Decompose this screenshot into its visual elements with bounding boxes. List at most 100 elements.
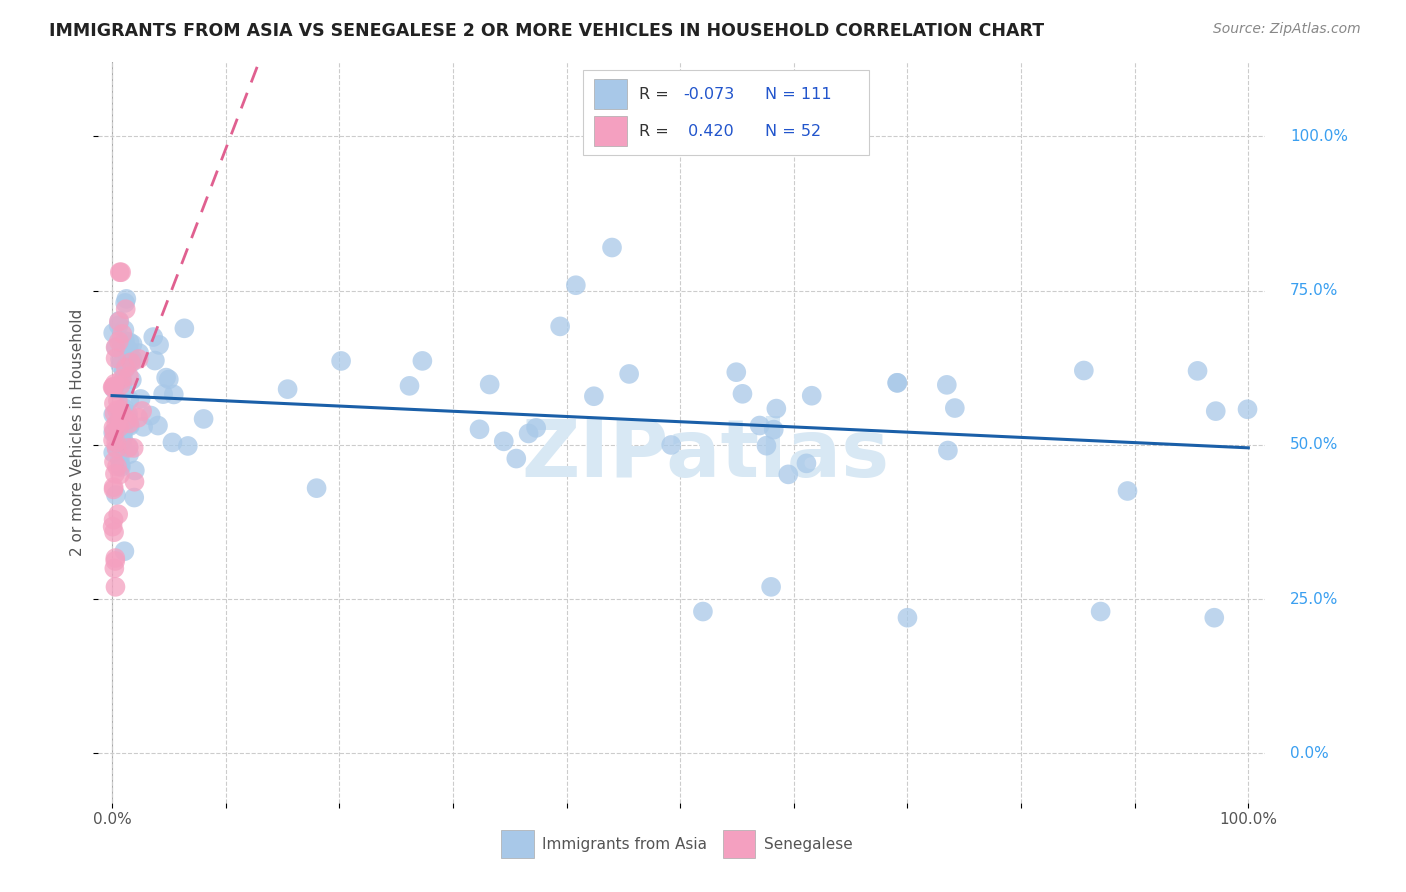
Point (108, 265, 131, 279)
Point (110, 458, 132, 472)
Point (104, 376, 127, 391)
Point (104, 554, 127, 568)
Point (157, 372, 180, 386)
Point (173, 321, 195, 335)
Point (110, 460, 132, 475)
Point (277, 382, 299, 396)
Point (122, 441, 145, 455)
Point (142, 330, 165, 344)
Y-axis label: 2 or more Vehicles in Household: 2 or more Vehicles in Household (70, 309, 86, 557)
Point (800, 389, 823, 403)
Point (162, 435, 184, 450)
Point (582, 389, 605, 403)
Point (108, 402, 131, 417)
Point (155, 370, 177, 384)
Point (112, 421, 135, 435)
Point (617, 367, 640, 381)
Point (152, 387, 174, 401)
Point (796, 456, 818, 470)
Point (118, 343, 141, 357)
Text: Senegalese: Senegalese (763, 837, 852, 852)
Point (112, 401, 135, 416)
Text: N = 52: N = 52 (765, 124, 821, 139)
Point (117, 410, 139, 425)
Point (118, 392, 141, 407)
Text: 0.0%: 0.0% (1289, 746, 1329, 761)
FancyBboxPatch shape (723, 830, 755, 858)
Text: Source: ZipAtlas.com: Source: ZipAtlas.com (1213, 22, 1361, 37)
Point (112, 323, 135, 337)
Point (748, 418, 770, 433)
Point (115, 412, 138, 426)
Text: ZIPatlas: ZIPatlas (522, 416, 890, 494)
Point (104, 580, 127, 594)
Point (330, 354, 353, 368)
Point (943, 401, 966, 415)
Text: 0.420: 0.420 (683, 124, 734, 139)
Point (103, 406, 125, 420)
Point (104, 351, 127, 366)
Point (1204, 611, 1226, 625)
Point (139, 409, 162, 423)
Point (101, 434, 124, 448)
FancyBboxPatch shape (582, 70, 869, 155)
Point (762, 423, 785, 437)
Point (755, 439, 778, 453)
Point (103, 446, 125, 460)
Text: 25.0%: 25.0% (1289, 591, 1339, 607)
Point (517, 426, 540, 441)
Point (105, 435, 128, 450)
Point (103, 396, 125, 410)
Point (659, 438, 682, 452)
Point (565, 278, 588, 293)
Point (111, 407, 134, 421)
Point (112, 363, 135, 377)
Point (105, 341, 128, 355)
Point (103, 380, 125, 394)
Point (725, 365, 748, 379)
Point (103, 513, 125, 527)
Point (111, 337, 134, 351)
Point (114, 302, 136, 317)
Point (117, 357, 139, 371)
Point (107, 414, 129, 428)
Point (107, 393, 129, 408)
Point (936, 443, 959, 458)
Point (105, 488, 128, 502)
Point (103, 561, 125, 575)
Point (886, 376, 908, 390)
FancyBboxPatch shape (595, 79, 627, 109)
Point (114, 296, 136, 310)
Point (1205, 404, 1227, 418)
Point (132, 419, 155, 434)
Point (111, 326, 134, 341)
Point (111, 382, 134, 396)
Point (129, 392, 152, 406)
Point (103, 326, 125, 340)
Point (492, 434, 515, 449)
Point (103, 408, 125, 422)
Point (411, 354, 433, 368)
Point (108, 352, 131, 367)
Point (765, 401, 787, 416)
Point (128, 351, 150, 366)
Point (478, 377, 501, 392)
Point (103, 455, 125, 469)
Point (127, 410, 149, 425)
Point (122, 491, 145, 505)
Point (935, 377, 957, 392)
Point (111, 440, 134, 454)
Text: N = 111: N = 111 (765, 87, 831, 102)
Point (107, 507, 129, 521)
Point (110, 265, 132, 279)
FancyBboxPatch shape (501, 830, 534, 858)
Point (118, 440, 141, 454)
Point (1073, 363, 1095, 377)
Text: R =: R = (638, 124, 673, 139)
Point (108, 452, 131, 467)
Text: 0.0%: 0.0% (93, 812, 131, 827)
Point (120, 355, 142, 369)
Point (111, 430, 134, 444)
Point (101, 380, 124, 394)
Point (600, 240, 623, 255)
